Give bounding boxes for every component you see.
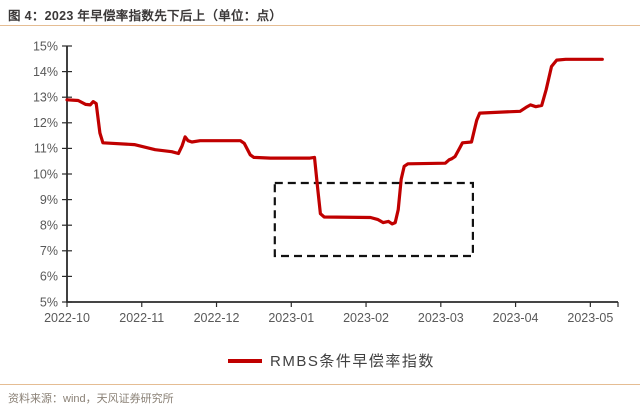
y-tick-label: 10%: [33, 167, 58, 181]
x-tick-label: 2023-05: [567, 311, 613, 325]
y-tick-label: 13%: [33, 91, 58, 105]
y-tick-label: 5%: [40, 295, 58, 309]
figure-title: 图 4：2023 年早偿率指数先下后上（单位：点）: [8, 9, 283, 23]
y-tick-label: 15%: [33, 39, 58, 53]
x-axis-ticks: 2022-10 2022-11 2022-12 2023-01 2023-02 2023-…: [44, 302, 619, 325]
annotation-dashed-box: [273, 181, 474, 258]
legend-label: RMBS条件早偿率指数: [270, 353, 435, 370]
y-tick-label: 12%: [33, 116, 58, 130]
legend: RMBS条件早偿率指数: [228, 353, 435, 370]
x-tick-label: 2023-01: [268, 311, 314, 325]
y-axis-ticks: 5% 6% 7% 8% 9% 10% 11% 12% 13% 14% 15%: [33, 39, 72, 309]
x-tick-label: 2023-03: [418, 311, 464, 325]
rmbs-line: [65, 57, 604, 226]
x-tick-label: 2023-04: [493, 311, 539, 325]
source-bar: 资料来源：wind，天风证券研究所: [0, 384, 640, 407]
prepayment-rate-chart: 5%6%7%8%9%10%11%12%13%14%15% 2022-10 2022…: [33, 39, 619, 370]
y-tick-label: 9%: [40, 193, 58, 207]
x-tick-label: 2022-11: [119, 311, 164, 325]
axis-lines: [66, 46, 618, 303]
figure-title-bar: 图 4：2023 年早偿率指数先下后上（单位：点）: [0, 0, 640, 26]
y-tick-label: 7%: [40, 244, 58, 258]
y-tick-label: 11%: [34, 142, 58, 156]
y-tick-label: 8%: [40, 219, 58, 233]
y-tick-label: 6%: [40, 270, 58, 284]
y-tick-label: 14%: [33, 65, 58, 79]
x-tick-label: 2022-12: [194, 311, 240, 325]
x-tick-label: 2022-10: [44, 311, 90, 325]
x-tick-label: 2023-02: [343, 311, 389, 325]
source-text: 资料来源：wind，天风证券研究所: [8, 393, 174, 405]
